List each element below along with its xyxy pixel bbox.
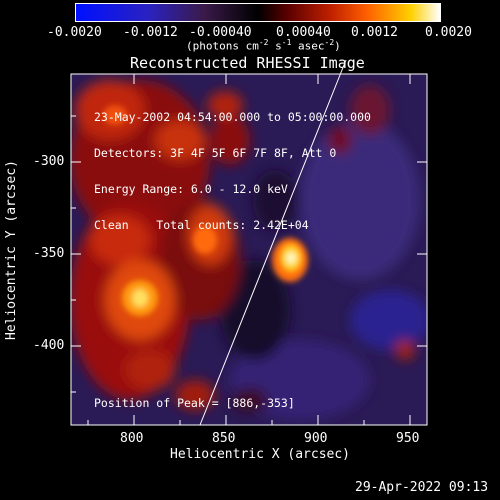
info-line: Detectors: 3F 4F 5F 6F 7F 8F, Att 0: [94, 146, 337, 160]
colorbar: [75, 3, 441, 22]
colorbar-gradient: [76, 4, 440, 21]
y-tick-label: -300: [33, 154, 65, 169]
peak-position-label: Position of Peak = [886,-353]: [94, 396, 295, 410]
y-axis-label: Heliocentric Y (arcsec): [4, 159, 19, 340]
colorbar-tick-label: -0.00040: [189, 25, 252, 40]
colorbar-tick-label: 0.00040: [276, 25, 331, 40]
plot-frame: [70, 73, 428, 426]
solar-limb-line: [199, 59, 347, 426]
y-axis-ticks: [71, 115, 427, 393]
y-tick-label: -400: [33, 338, 65, 353]
info-line: 23-May-2002 04:54:00.000 to 05:00:00.000: [94, 110, 371, 124]
x-tick-label: 850: [212, 431, 236, 446]
colorbar-tick-label: 0.0012: [351, 25, 398, 40]
x-axis-ticks: [87, 74, 411, 425]
colorbar-tick-label: -0.0020: [47, 25, 102, 40]
colorbar-tick-label: 0.0020: [425, 25, 472, 40]
x-tick-label: 900: [304, 431, 328, 446]
map-title: Reconstructed RHESSI Image: [130, 54, 365, 72]
colorbar-units: (photons cm-2 s-1 asec-2): [186, 38, 341, 53]
x-tick-label: 950: [396, 431, 420, 446]
emission-image: [71, 74, 427, 425]
x-tick-label: 800: [120, 431, 144, 446]
info-line: Energy Range: 6.0 - 12.0 keV: [94, 182, 288, 196]
y-tick-label: -350: [33, 246, 65, 261]
observation-info: 23-May-2002 04:54:00.000 to 05:00:00.000…: [94, 87, 371, 243]
x-axis-label: Heliocentric X (arcsec): [170, 447, 351, 462]
plot-timestamp: 29-Apr-2022 09:13: [355, 480, 489, 495]
colorbar-tick-label: -0.0012: [123, 25, 178, 40]
info-line: Clean Total counts: 2.42E+04: [94, 218, 309, 232]
